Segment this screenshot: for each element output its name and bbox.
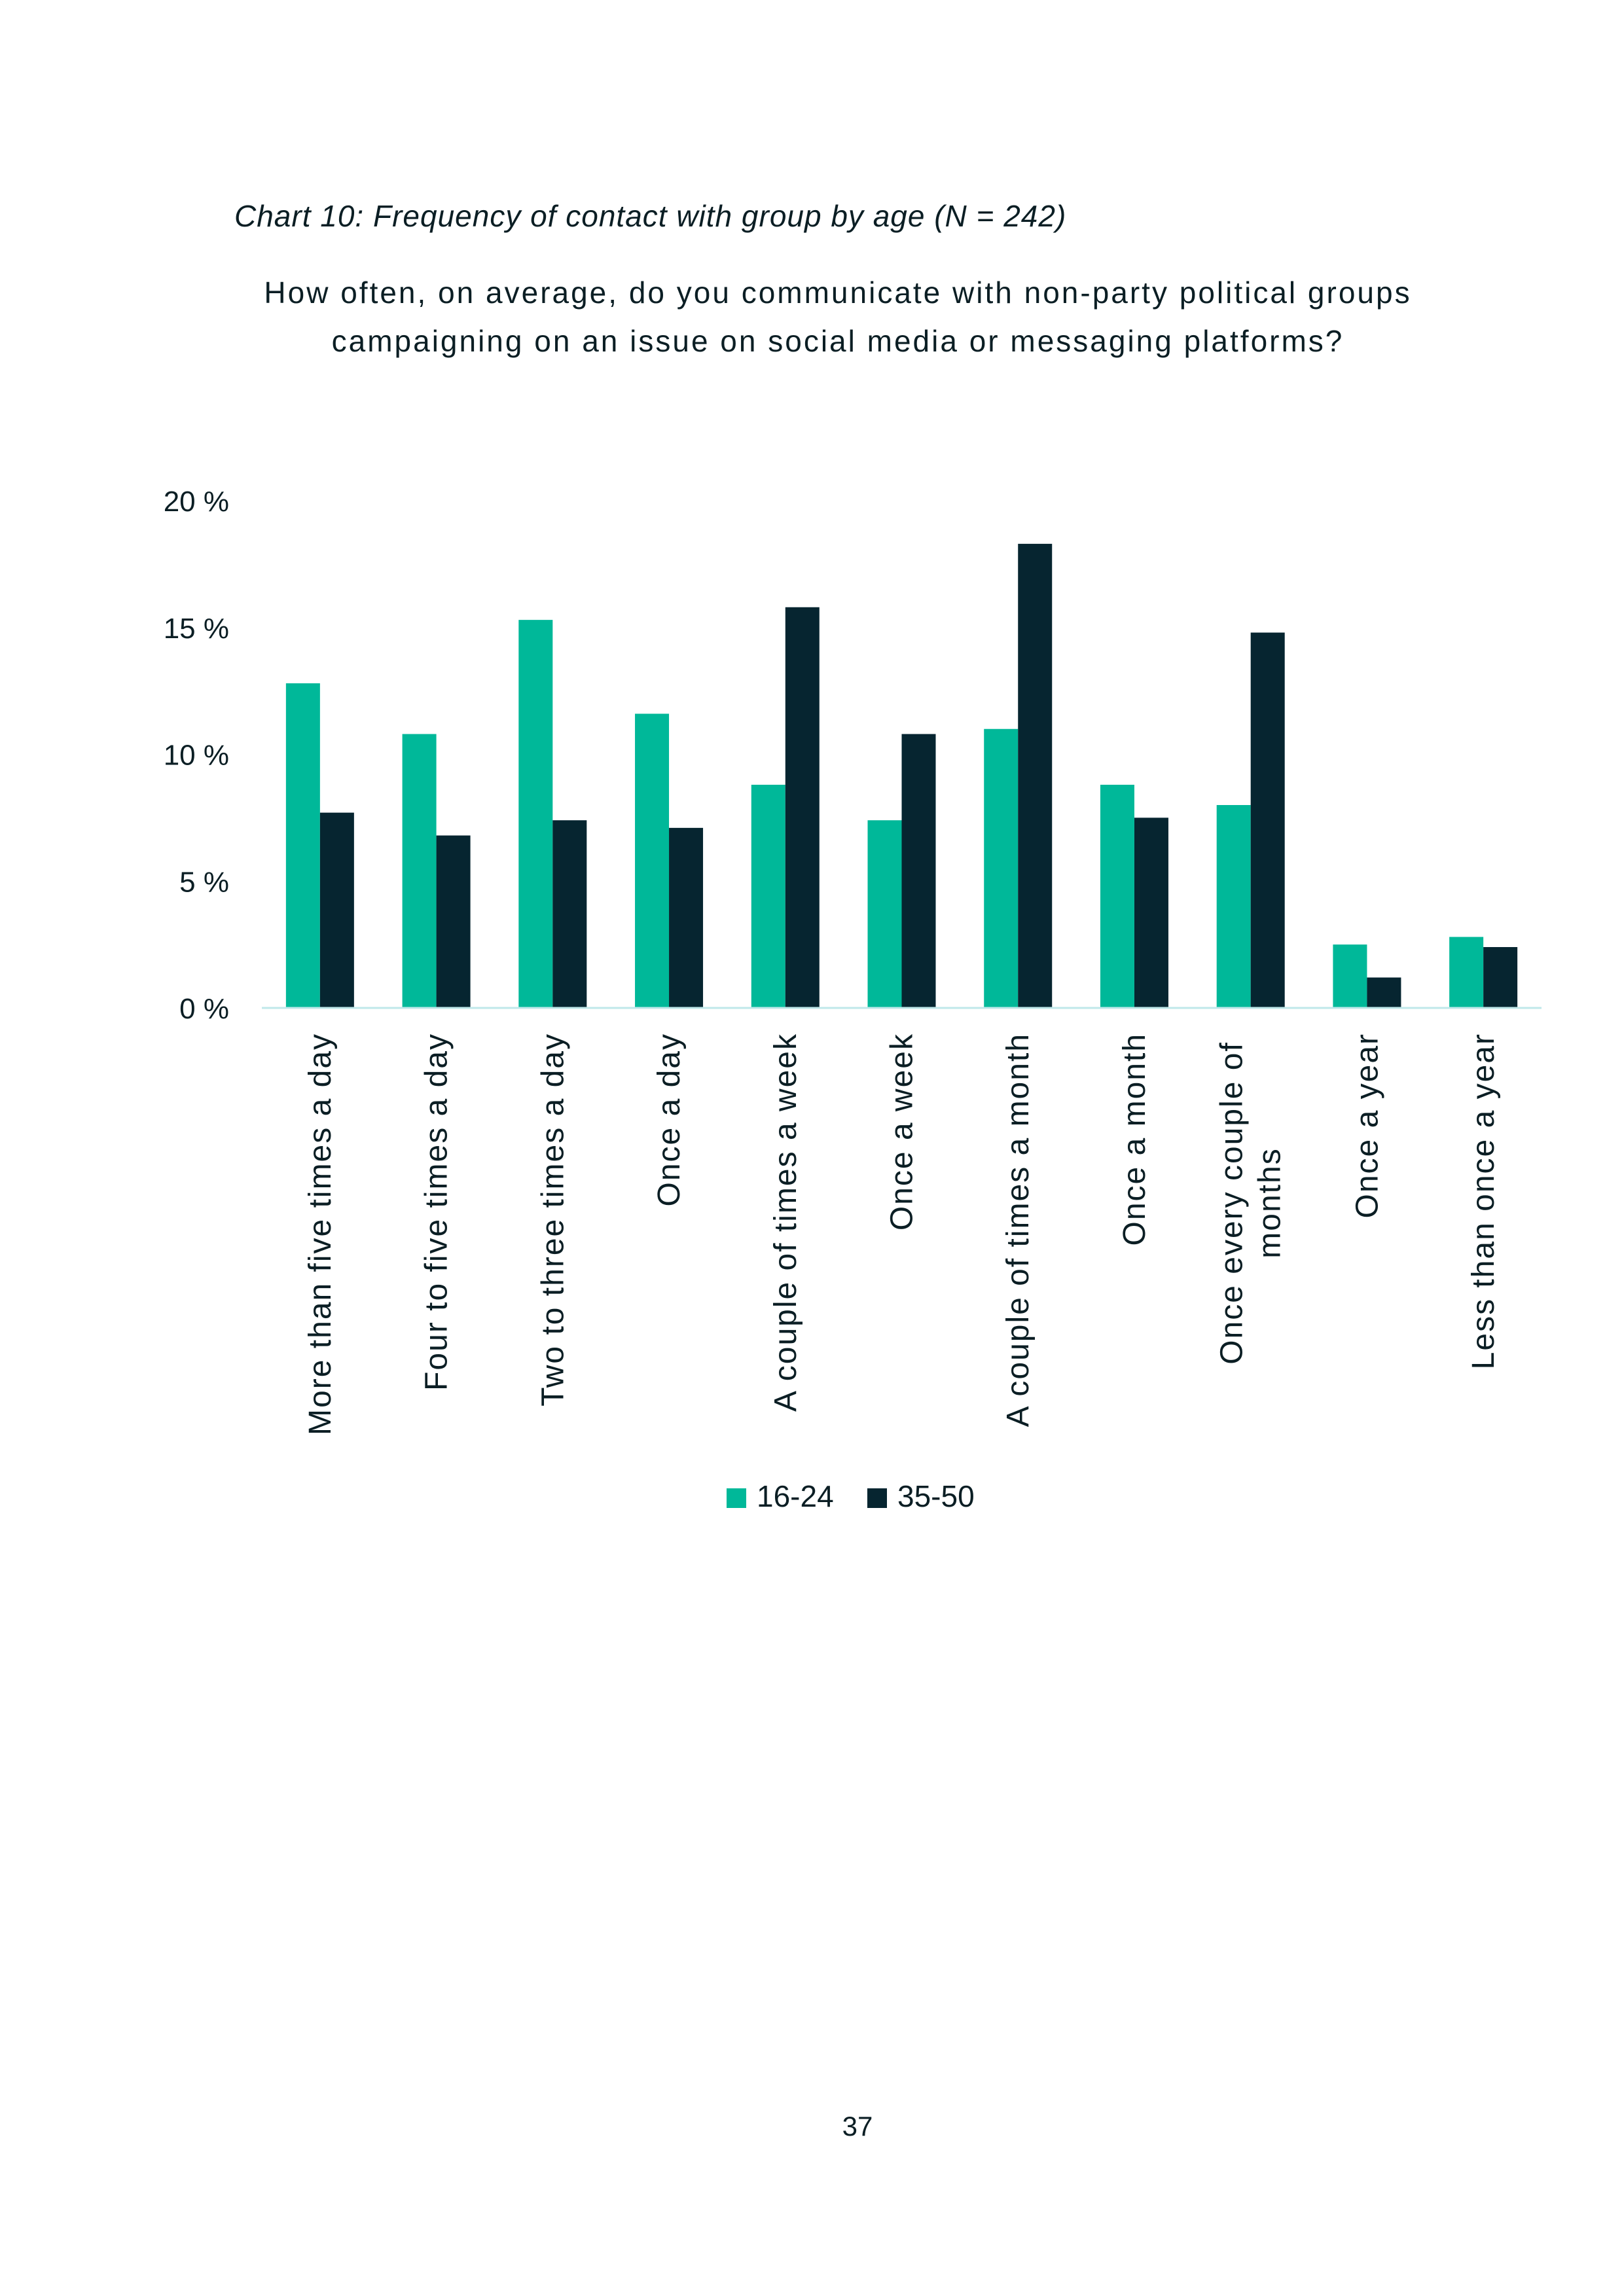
x-tick-label: months <box>1253 1147 1288 1258</box>
bar-16-24 <box>1216 805 1251 1008</box>
page-number: 37 <box>842 2111 873 2142</box>
bar-35-50 <box>785 607 820 1008</box>
bar-35-50 <box>436 835 471 1008</box>
bar-16-24 <box>867 820 902 1008</box>
legend-swatch-35-50 <box>867 1488 887 1508</box>
x-tick-label: A couple of times a week <box>768 1033 803 1412</box>
legend: 16-24 35-50 <box>727 1479 975 1513</box>
legend-swatch-16-24 <box>727 1488 746 1508</box>
bar-35-50 <box>669 827 704 1008</box>
x-tick-label: More than five times a day <box>303 1033 338 1435</box>
y-tick-label: 10 % <box>164 740 229 772</box>
survey-question-line-2: campaigning on an issue on social media … <box>331 324 1344 358</box>
x-tick-label: Four to five times a day <box>420 1033 454 1391</box>
x-tick-label: Once every couple of <box>1215 1041 1250 1365</box>
bar-35-50 <box>552 820 587 1008</box>
survey-question-line-1: How often, on average, do you communicat… <box>264 276 1412 310</box>
bar-35-50 <box>1018 543 1053 1008</box>
chart-caption: Chart 10: Frequency of contact with grou… <box>234 199 1067 233</box>
bar-35-50 <box>1134 817 1168 1008</box>
bar-35-50 <box>1483 947 1518 1008</box>
y-tick-label: 20 % <box>164 486 229 518</box>
bar-16-24 <box>1100 785 1134 1008</box>
x-tick-label: Once a day <box>652 1033 687 1206</box>
y-tick-label: 0 % <box>179 993 229 1025</box>
bar-16-24 <box>751 785 785 1008</box>
bar-16-24 <box>518 620 553 1008</box>
x-axis-labels: More than five times a day Four to five t… <box>303 1033 1501 1435</box>
bar-16-24 <box>1333 944 1367 1008</box>
y-tick-label: 5 % <box>179 866 229 898</box>
grouped-bar-chart: 0 % 5 % 10 % 15 % 20 % More than five times … <box>164 486 1542 1513</box>
bar-group <box>285 543 1518 1008</box>
bar-16-24 <box>402 734 437 1008</box>
bar-35-50 <box>901 734 936 1008</box>
bar-35-50 <box>1250 632 1285 1008</box>
x-tick-label: Once a year <box>1350 1033 1384 1218</box>
legend-label: 35-50 <box>897 1479 975 1513</box>
x-tick-label: Once a month <box>1117 1033 1152 1246</box>
bar-16-24 <box>984 728 1019 1008</box>
x-tick-label: Less than once a year <box>1466 1033 1501 1369</box>
bar-35-50 <box>319 812 354 1008</box>
x-tick-label: A couple of times a month <box>1001 1033 1036 1427</box>
y-axis: 0 % 5 % 10 % 15 % 20 % <box>164 486 229 1025</box>
x-tick-label: Once a week <box>885 1033 920 1230</box>
bar-16-24 <box>285 683 320 1008</box>
y-tick-label: 15 % <box>164 613 229 645</box>
x-tick-label: Two to three times a day <box>535 1033 570 1407</box>
bar-16-24 <box>635 713 670 1008</box>
legend-label: 16-24 <box>757 1479 834 1513</box>
bar-16-24 <box>1449 937 1484 1008</box>
bar-35-50 <box>1367 977 1401 1008</box>
